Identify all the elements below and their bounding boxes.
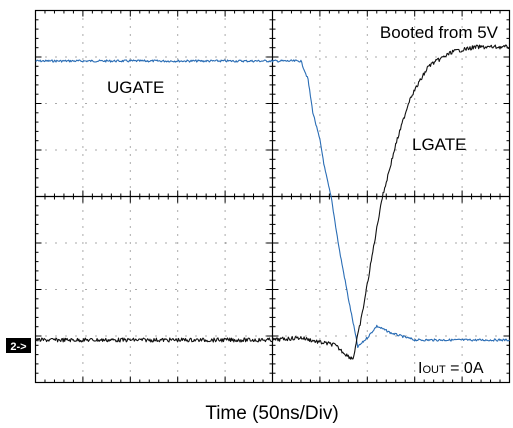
channel-marker-label: 2-> xyxy=(10,341,26,353)
annotation-booted: Booted from 5V xyxy=(380,23,499,42)
x-axis-label: Time (50ns/Div) xyxy=(205,403,338,424)
iout-value: = 0A xyxy=(446,360,484,377)
annotation-ugate: UGATE xyxy=(107,78,164,97)
iout-subscript: OUT xyxy=(422,364,446,376)
annotation-lgate: LGATE xyxy=(412,135,466,154)
